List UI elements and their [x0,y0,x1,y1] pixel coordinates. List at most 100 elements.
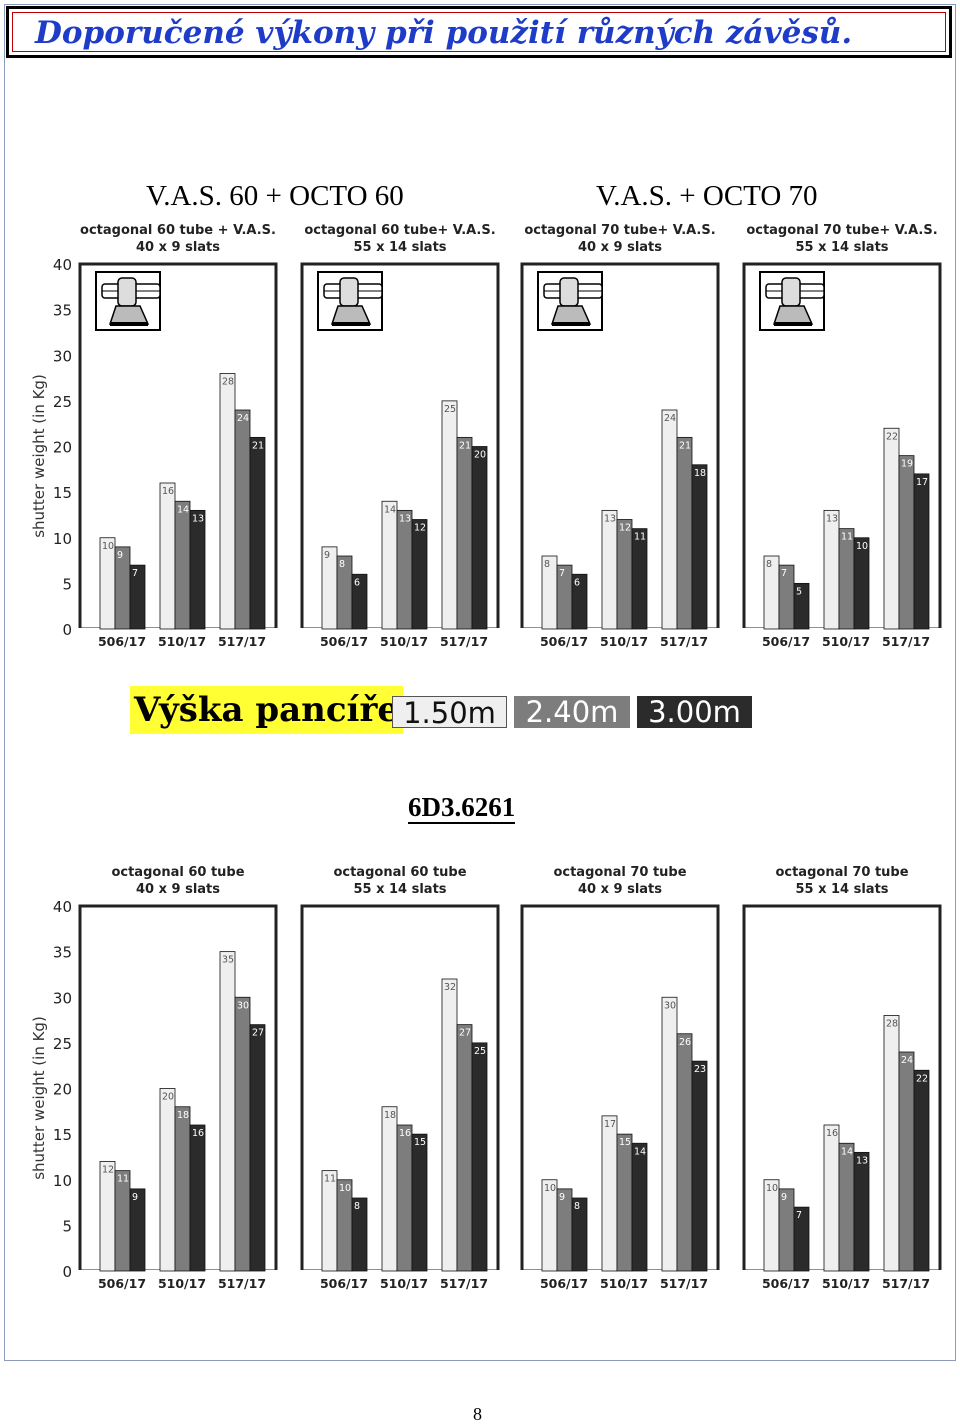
category-label: 517/17 [218,1276,266,1291]
bar-value-label: 6 [354,577,360,588]
category-label: 506/17 [320,1276,368,1291]
category-label: 517/17 [660,1276,708,1291]
bar [99,1161,116,1272]
group-heading-octo60: V.A.S. 60 + OCTO 60 [146,180,404,212]
panel-title: octagonal 60 tube [111,865,244,880]
bar-value-label: 18 [694,468,706,479]
panel-subtitle: 40 x 9 slats [578,240,662,255]
bar-value-label: 8 [544,559,550,570]
bar-value-label: 21 [252,440,264,451]
panel-subtitle: 55 x 14 slats [353,240,446,255]
bar [793,582,810,630]
bar [159,482,176,630]
bar [351,573,368,630]
y-tick-label: 5 [62,575,72,593]
bar-value-label: 30 [664,1000,676,1011]
document-code: 6D3.6261 [408,792,516,824]
bar-value-label: 8 [766,559,772,570]
panel-title: octagonal 60 tube+ V.A.S. [304,223,495,238]
panel-subtitle: 55 x 14 slats [353,882,446,897]
bar-value-label: 20 [474,450,486,461]
bar-value-label: 14 [384,504,396,515]
bar-value-label: 9 [324,550,330,561]
y-tick-label: 40 [53,256,72,274]
title-inner-border [12,12,946,52]
y-tick-label: 40 [53,898,72,916]
bar [441,978,458,1272]
panel-title: octagonal 70 tube [553,865,686,880]
category-label: 506/17 [762,1276,810,1291]
bar-value-label: 5 [796,586,802,597]
bar [823,1124,840,1272]
bar [189,1124,206,1272]
y-tick-label: 10 [53,1172,72,1190]
bar [129,1188,146,1272]
bar-value-label: 22 [886,431,898,442]
category-label: 517/17 [440,634,488,649]
bar-value-label: 35 [222,955,234,966]
bar-value-label: 9 [781,1192,787,1203]
bar-value-label: 11 [634,532,646,543]
bar [616,519,633,630]
category-label: 517/17 [882,634,930,649]
page-frame [4,4,956,1361]
bar [381,500,398,630]
bar [793,1206,810,1272]
bar-value-label: 18 [384,1110,396,1121]
bar [321,1170,338,1272]
category-label: 510/17 [380,634,428,649]
bar-value-label: 15 [414,1137,426,1148]
bar-value-label: 7 [781,568,787,579]
category-label: 517/17 [660,634,708,649]
bar-value-label: 7 [559,568,565,579]
bar-value-label: 8 [574,1201,580,1212]
panel-baseline-mask [74,628,282,631]
y-tick-label: 15 [53,484,72,502]
bar-value-label: 17 [604,1119,616,1130]
bar-value-label: 12 [414,523,426,534]
bar [456,1024,473,1272]
bar-value-label: 27 [252,1028,264,1039]
y-tick-label: 20 [53,439,72,457]
bar-value-label: 21 [459,440,471,451]
panel-baseline-mask [296,628,504,631]
bar-value-label: 24 [237,413,249,424]
y-axis-label: shutter weight (in Kg) [30,374,48,538]
bar [883,1015,900,1272]
bar-value-label: 28 [886,1019,898,1030]
bar [471,446,488,630]
bar-value-label: 16 [162,486,174,497]
panel-baseline-mask [738,1270,946,1273]
category-label: 510/17 [600,1276,648,1291]
bar [838,528,855,630]
y-tick-label: 15 [53,1126,72,1144]
bar [853,1151,870,1272]
bar [381,1106,398,1272]
bar-value-label: 9 [117,550,123,561]
y-tick-label: 25 [53,1035,72,1053]
panel-title: octagonal 70 tube+ V.A.S. [524,223,715,238]
bar [691,1060,708,1272]
bar-value-label: 14 [177,504,189,515]
bar-value-label: 24 [664,413,676,424]
bar-value-label: 7 [132,568,138,579]
category-label: 506/17 [762,634,810,649]
y-tick-label: 25 [53,393,72,411]
bar [249,436,266,630]
panel-subtitle: 40 x 9 slats [578,882,662,897]
bar-value-label: 30 [237,1000,249,1011]
category-label: 510/17 [158,1276,206,1291]
bracket-icon [317,271,383,331]
bar [471,1042,488,1272]
bar-value-label: 15 [619,1137,631,1148]
bar [351,1197,368,1272]
category-label: 510/17 [822,1276,870,1291]
bar [601,509,618,630]
bar-value-label: 28 [222,377,234,388]
bar-value-label: 26 [679,1037,691,1048]
bar [174,500,191,630]
y-tick-label: 10 [53,530,72,548]
category-label: 506/17 [540,1276,588,1291]
bar-value-label: 19 [901,459,913,470]
category-label: 517/17 [218,634,266,649]
